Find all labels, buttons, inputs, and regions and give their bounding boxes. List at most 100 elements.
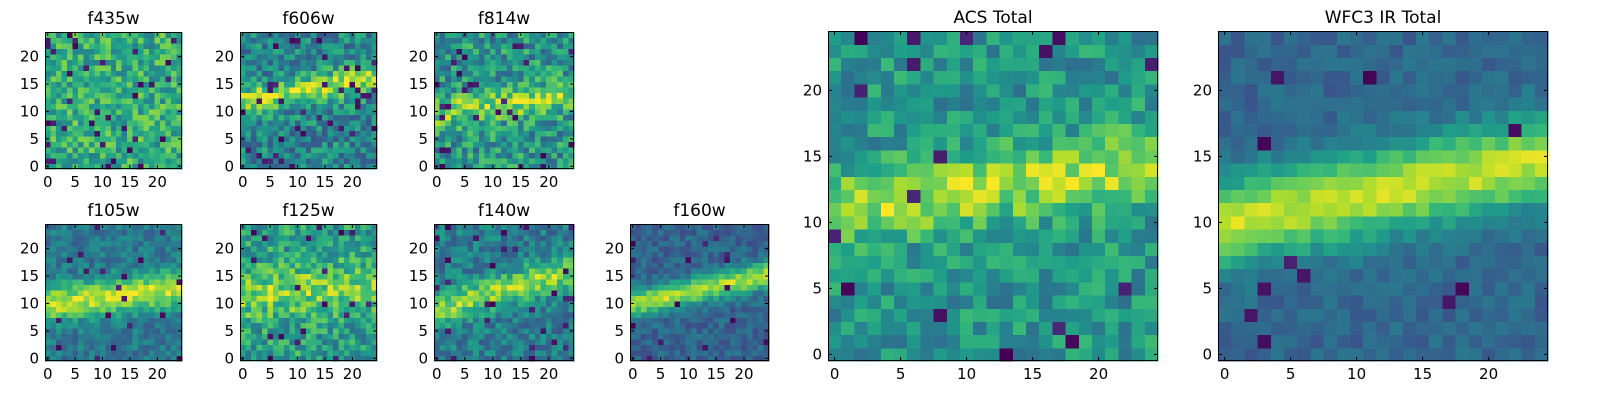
heatmap-cell xyxy=(490,240,497,247)
heatmap-cell xyxy=(61,273,68,280)
heatmap-cell xyxy=(735,295,742,302)
heatmap-cell xyxy=(685,278,692,285)
heatmap-cell xyxy=(165,64,172,71)
heatmap-cell xyxy=(83,97,90,104)
heatmap-cell xyxy=(160,70,167,77)
heatmap-cell xyxy=(685,344,692,351)
heatmap-cell xyxy=(366,224,373,231)
heatmap-cell xyxy=(311,289,318,296)
heatmap-cell xyxy=(534,114,541,121)
heatmap-cell xyxy=(289,278,296,285)
heatmap-cell xyxy=(171,229,178,236)
heatmap-cell xyxy=(149,141,156,148)
heatmap-cell xyxy=(83,42,90,50)
x-tick-label: 5 xyxy=(70,173,80,191)
heatmap-cell xyxy=(534,240,541,247)
heatmap-cell xyxy=(473,355,480,362)
heatmap-cell xyxy=(349,75,356,82)
heatmap-cell xyxy=(50,42,57,50)
heatmap-cell xyxy=(110,108,117,115)
heatmap-cell xyxy=(568,284,575,291)
heatmap-cell xyxy=(256,344,263,351)
heatmap-cell xyxy=(267,97,274,104)
heatmap-cell xyxy=(66,130,73,137)
heatmap-cell xyxy=(127,152,134,159)
heatmap-cell xyxy=(557,163,564,170)
heatmap-cell xyxy=(707,267,714,274)
heatmap-cell xyxy=(300,317,307,324)
heatmap-cell xyxy=(562,267,569,274)
heatmap-cell xyxy=(105,295,112,302)
heatmap-cell xyxy=(680,273,687,280)
heatmap-cell xyxy=(267,59,274,66)
heatmap-cell xyxy=(66,92,73,99)
x-tick-label: 20 xyxy=(343,365,362,383)
heatmap-cell xyxy=(305,42,312,50)
heatmap-cell xyxy=(50,267,57,274)
heatmap-cell xyxy=(77,245,84,252)
heatmap-cell xyxy=(289,273,296,280)
heatmap-cell xyxy=(45,37,52,44)
heatmap-cell xyxy=(456,267,463,274)
heatmap-cell xyxy=(322,234,329,242)
heatmap-cell xyxy=(946,347,961,362)
heatmap-cell xyxy=(557,97,564,104)
x-tick-label: 5 xyxy=(656,365,666,383)
heatmap-cell xyxy=(907,229,921,243)
heatmap-cell xyxy=(289,158,296,165)
heatmap-cell xyxy=(663,262,670,269)
heatmap-cell xyxy=(327,48,334,55)
heatmap-cell xyxy=(540,355,547,362)
heatmap-cell xyxy=(646,306,653,313)
heatmap-cell xyxy=(143,141,150,148)
heatmap-cell xyxy=(473,322,480,329)
heatmap-cell xyxy=(646,267,653,274)
heatmap-cell xyxy=(1065,308,1080,322)
heatmap-cell xyxy=(300,86,307,93)
heatmap-cell xyxy=(456,245,463,252)
heatmap-cell xyxy=(171,262,178,269)
heatmap-cell xyxy=(50,70,57,77)
heatmap-cell xyxy=(294,97,301,104)
heatmap-cell xyxy=(50,273,57,280)
heatmap-cell xyxy=(143,278,150,285)
heatmap-cell xyxy=(316,317,323,324)
heatmap-cell xyxy=(841,268,855,283)
heatmap-cell xyxy=(138,339,145,346)
heatmap-cell xyxy=(240,119,247,126)
heatmap-cell xyxy=(867,229,882,243)
heatmap-cell xyxy=(718,278,726,285)
heatmap-cell xyxy=(83,81,90,88)
heatmap-cell xyxy=(467,278,474,285)
heatmap-cell xyxy=(55,295,63,302)
heatmap-cell xyxy=(327,37,334,44)
heatmap-cell xyxy=(105,119,112,126)
heatmap-cell xyxy=(467,328,474,335)
heatmap-cell xyxy=(718,234,726,242)
heatmap-cell xyxy=(484,48,491,55)
heatmap-cell xyxy=(72,119,79,126)
heatmap-cell xyxy=(349,81,356,88)
heatmap-cell xyxy=(523,75,530,82)
heatmap-cell xyxy=(674,344,681,351)
heatmap-cell xyxy=(484,119,491,126)
heatmap-cell xyxy=(245,306,252,313)
heatmap-cell xyxy=(165,328,172,335)
heatmap-cell xyxy=(641,267,648,274)
heatmap-cell xyxy=(176,317,183,324)
heatmap-cell xyxy=(646,229,653,236)
heatmap-cell xyxy=(551,251,558,258)
heatmap-cell xyxy=(490,284,497,291)
heatmap-cell xyxy=(680,300,687,307)
heatmap-cell xyxy=(668,311,676,318)
heatmap-cell xyxy=(467,81,474,88)
heatmap-cell xyxy=(568,147,575,154)
heatmap-cell xyxy=(439,97,446,104)
heatmap-cell xyxy=(506,328,513,335)
heatmap-cell xyxy=(55,251,63,258)
heatmap-cell xyxy=(450,229,457,236)
heatmap-cell xyxy=(557,86,564,93)
heatmap-cell xyxy=(149,317,156,324)
heatmap-cell xyxy=(316,306,323,313)
heatmap-cell xyxy=(250,300,258,307)
